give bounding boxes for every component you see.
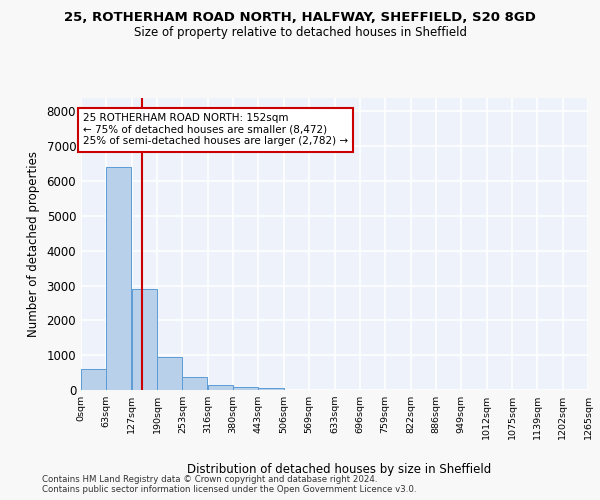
- Bar: [157, 357, 182, 390]
- Bar: [259, 388, 284, 390]
- Text: Size of property relative to detached houses in Sheffield: Size of property relative to detached ho…: [133, 26, 467, 39]
- Text: 25 ROTHERHAM ROAD NORTH: 152sqm
← 75% of detached houses are smaller (8,472)
25%: 25 ROTHERHAM ROAD NORTH: 152sqm ← 75% of…: [83, 113, 348, 146]
- Bar: [182, 378, 208, 390]
- Bar: [106, 167, 131, 390]
- Y-axis label: Number of detached properties: Number of detached properties: [26, 151, 40, 337]
- Bar: [208, 385, 233, 390]
- Bar: [132, 289, 157, 390]
- Text: 25, ROTHERHAM ROAD NORTH, HALFWAY, SHEFFIELD, S20 8GD: 25, ROTHERHAM ROAD NORTH, HALFWAY, SHEFF…: [64, 11, 536, 24]
- Text: Distribution of detached houses by size in Sheffield: Distribution of detached houses by size …: [187, 462, 491, 475]
- Text: Contains HM Land Registry data © Crown copyright and database right 2024.
Contai: Contains HM Land Registry data © Crown c…: [42, 474, 416, 494]
- Bar: [81, 369, 106, 390]
- Bar: [233, 387, 258, 390]
